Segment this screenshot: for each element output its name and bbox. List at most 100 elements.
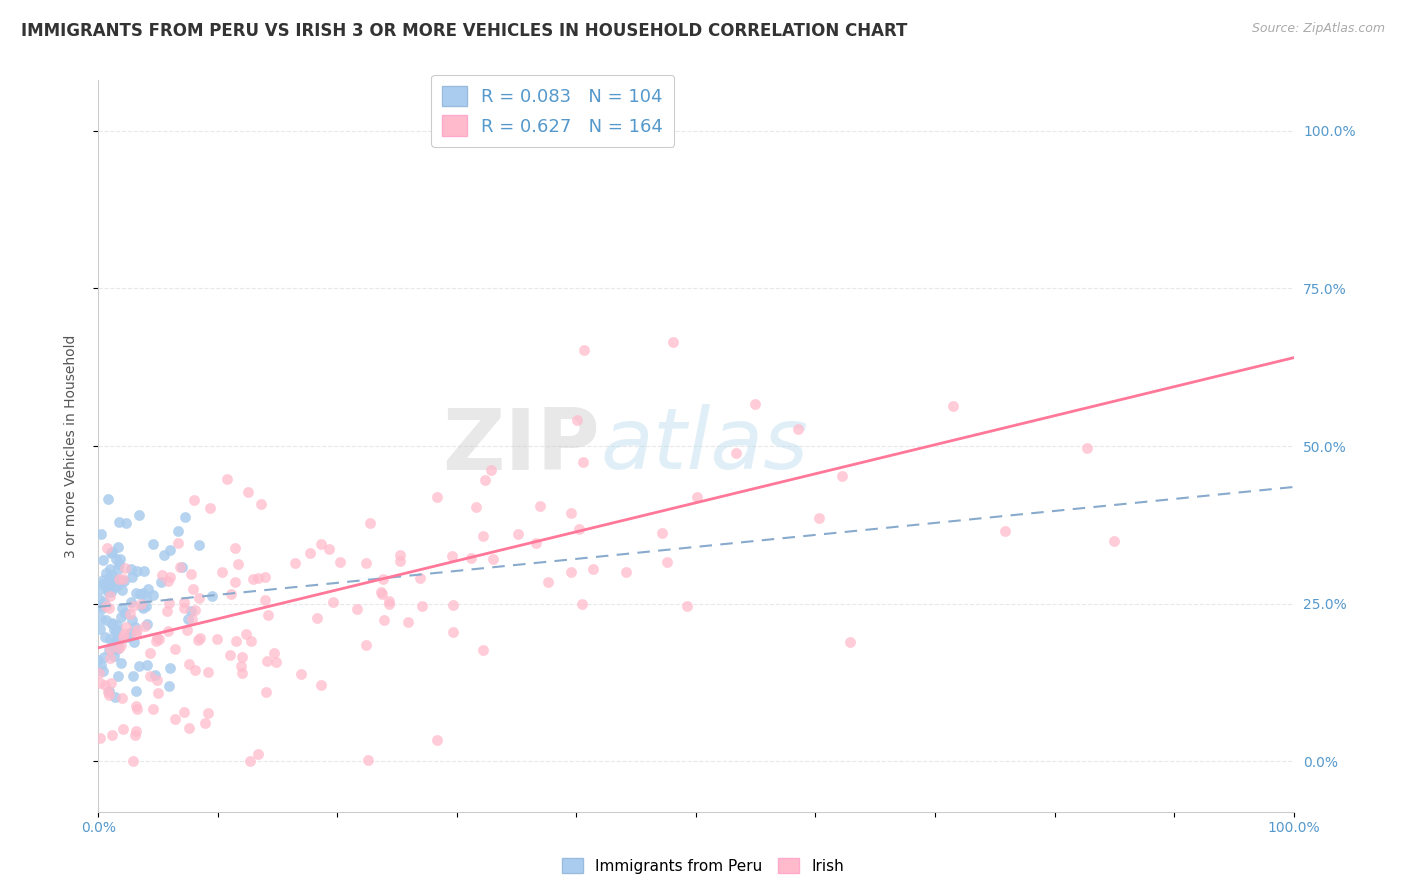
Point [167, 536, 190, 550]
Point [142, 537, 165, 551]
Point [91, 664, 114, 678]
Point [184, 603, 207, 617]
Point [138, 647, 160, 661]
Point [529, 500, 551, 514]
Point [136, 617, 159, 632]
Point [676, 599, 699, 614]
Text: atlas: atlas [600, 404, 808, 488]
Point [105, 618, 128, 632]
Point [135, 599, 157, 614]
Point [91, 553, 114, 567]
Point [134, 619, 156, 633]
Point [120, 625, 142, 640]
Point [98, 571, 121, 585]
Point [114, 620, 136, 634]
Point [89, 665, 111, 680]
Point [105, 624, 128, 639]
Point [132, 586, 155, 600]
Point [787, 422, 810, 436]
Point [94, 576, 117, 591]
Point [290, 666, 312, 681]
Point [159, 542, 181, 557]
Point [409, 571, 432, 585]
Point [183, 492, 205, 507]
Point [104, 572, 127, 586]
Legend: R = 0.083   N = 104, R = 0.627   N = 164: R = 0.083 N = 104, R = 0.627 N = 164 [430, 75, 675, 147]
Point [582, 561, 605, 575]
Point [89, 599, 111, 613]
Point [370, 585, 392, 599]
Point [329, 555, 352, 569]
Point [396, 615, 419, 630]
Point [94, 599, 117, 613]
Point [163, 641, 186, 656]
Point [96, 566, 118, 580]
Point [101, 568, 124, 582]
Text: Source: ZipAtlas.com: Source: ZipAtlas.com [1251, 22, 1385, 36]
Point [104, 633, 127, 648]
Point [309, 677, 332, 691]
Point [942, 399, 965, 413]
Point [211, 565, 233, 579]
Point [97, 491, 120, 506]
Point [121, 570, 143, 584]
Point [177, 612, 200, 626]
Point [90, 527, 112, 541]
Point [111, 583, 134, 598]
Point [125, 724, 148, 739]
Point [118, 607, 141, 621]
Point [256, 655, 278, 669]
Point [105, 552, 128, 566]
Point [97, 580, 120, 594]
Point [124, 729, 146, 743]
Point [105, 642, 128, 657]
Point [614, 565, 637, 579]
Point [114, 560, 136, 574]
Point [91, 573, 114, 587]
Point [807, 511, 830, 525]
Point [148, 632, 170, 647]
Point [373, 614, 395, 628]
Point [506, 527, 529, 541]
Point [132, 564, 155, 578]
Point [201, 589, 224, 603]
Point [103, 637, 125, 651]
Point [231, 650, 253, 665]
Point [173, 600, 195, 615]
Point [143, 667, 166, 681]
Point [371, 587, 394, 601]
Point [146, 673, 169, 687]
Point [219, 648, 242, 662]
Point [93, 678, 115, 692]
Point [356, 556, 378, 570]
Point [250, 497, 273, 511]
Point [173, 705, 195, 719]
Point [108, 557, 131, 571]
Point [389, 548, 412, 562]
Text: ZIP: ZIP [443, 404, 600, 488]
Point [744, 397, 766, 411]
Point [181, 582, 204, 596]
Point [474, 473, 496, 487]
Point [110, 574, 132, 588]
Point [104, 690, 127, 705]
Point [121, 669, 143, 683]
Point [215, 472, 238, 486]
Point [373, 573, 395, 587]
Point [229, 659, 252, 673]
Point [246, 747, 269, 761]
Point [346, 602, 368, 616]
Point [150, 567, 173, 582]
Point [174, 510, 197, 524]
Point [90, 602, 112, 616]
Point [97, 584, 120, 599]
Point [441, 549, 464, 563]
Point [167, 524, 190, 539]
Point [97, 582, 120, 596]
Point [90, 658, 112, 673]
Point [242, 573, 264, 587]
Point [107, 668, 129, 682]
Point [239, 754, 262, 768]
Point [651, 525, 673, 540]
Point [322, 595, 344, 609]
